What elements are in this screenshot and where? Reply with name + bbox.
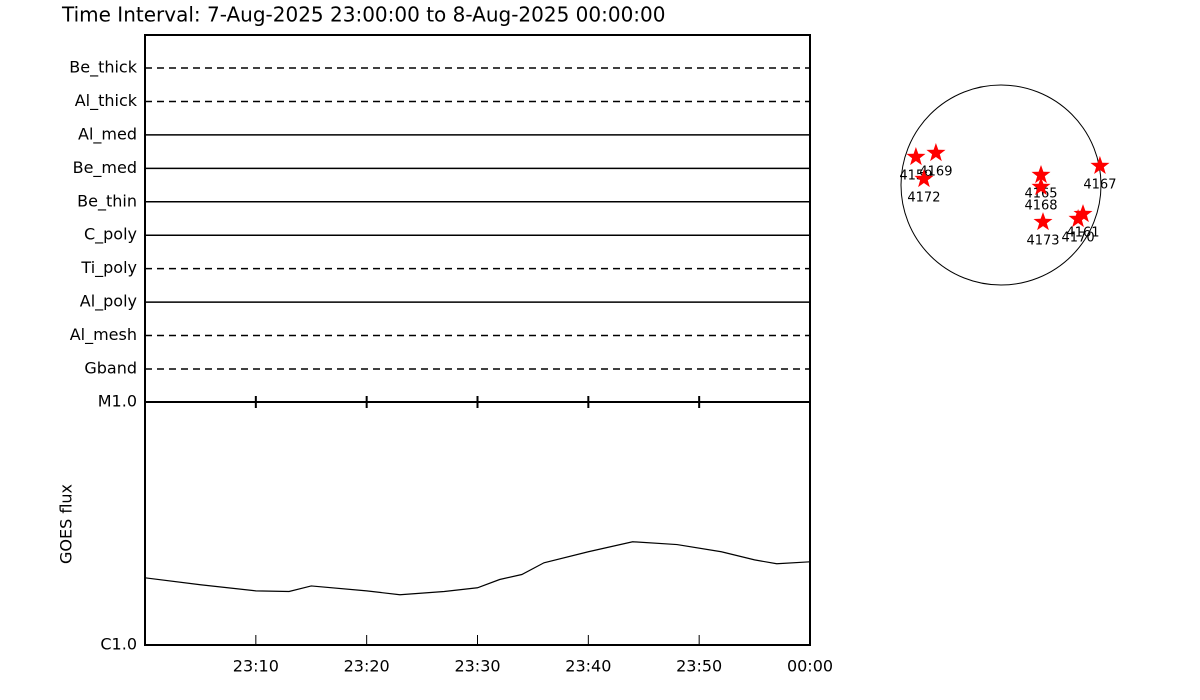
x-tick-label: 23:30	[454, 657, 500, 676]
filter-label: Al_med	[78, 124, 137, 144]
filter-label: Ti_poly	[80, 258, 137, 278]
region-star	[926, 143, 946, 162]
x-tick-label: 23:40	[565, 657, 611, 676]
x-tick-label: 23:10	[233, 657, 279, 676]
chart-title: Time Interval: 7-Aug-2025 23:00:00 to 8-…	[61, 3, 666, 27]
x-tick-label: 23:50	[676, 657, 722, 676]
region-star	[906, 147, 926, 166]
region-star	[1031, 165, 1051, 184]
region-label: 4161	[1066, 226, 1099, 241]
y-axis-label: GOES flux	[57, 484, 76, 564]
goes-curve	[144, 541, 811, 596]
region-star	[1033, 212, 1053, 231]
x-tick-label: 00:00	[787, 657, 833, 676]
filter-panel	[144, 34, 811, 403]
filter-label: Al_thick	[75, 91, 138, 111]
region-star	[914, 169, 934, 188]
filter-label: Al_poly	[80, 292, 137, 312]
region-label: 4173	[1026, 234, 1059, 249]
filter-label: Be_thin	[77, 191, 137, 211]
region-label: 4169	[919, 165, 952, 180]
region-star	[1068, 209, 1088, 228]
filter-label: Gband	[84, 359, 137, 378]
filter-label: Be_thick	[69, 58, 137, 78]
filter-label: C_poly	[84, 225, 137, 245]
goes-panel	[144, 401, 811, 646]
y-tick-label: C1.0	[100, 635, 137, 654]
x-tick-label: 23:20	[344, 657, 390, 676]
region-label: 4170	[1062, 231, 1095, 246]
y-tick-label: M1.0	[98, 392, 137, 411]
region-label: 4165	[1024, 187, 1057, 202]
region-label: 4172	[907, 191, 940, 206]
filter-label: Be_med	[73, 158, 137, 178]
filter-label: Al_mesh	[70, 325, 137, 345]
region-star	[1073, 204, 1093, 223]
region-star	[1090, 155, 1110, 174]
region-label: 4168	[1024, 199, 1057, 214]
region-star	[1031, 177, 1051, 196]
sun-disk	[900, 84, 1102, 286]
region-label: 4167	[1083, 177, 1116, 192]
